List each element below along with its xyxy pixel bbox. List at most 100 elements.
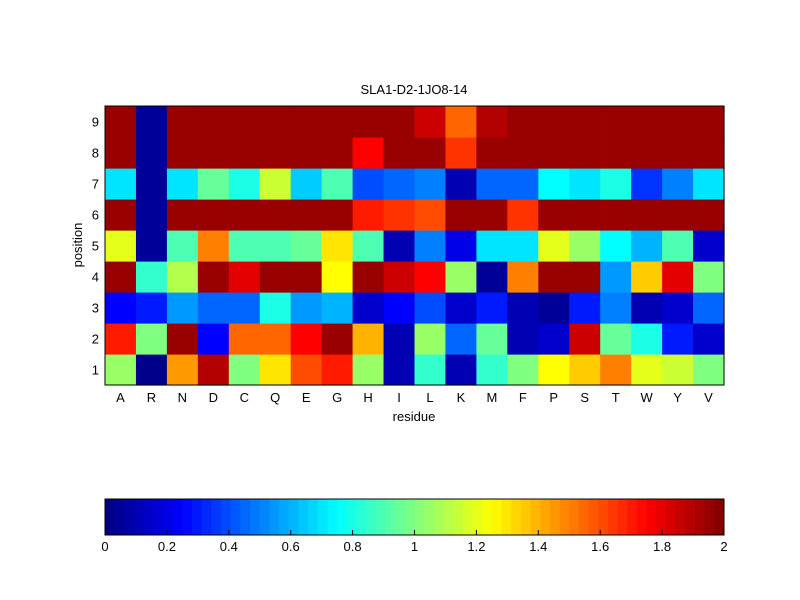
heatmap-cell (105, 261, 137, 293)
heatmap-cell (135, 292, 168, 324)
heatmap-cell (228, 323, 261, 355)
heatmap-cell (631, 137, 663, 169)
colorbar-segment (385, 499, 396, 535)
heatmap-cell (259, 354, 292, 386)
heatmap-cell (414, 137, 447, 169)
colorbar-segment (665, 499, 677, 535)
colorbar-segment (250, 499, 261, 535)
heatmap-cell (352, 168, 385, 200)
heatmap-cell (259, 261, 292, 293)
heatmap-cell (135, 168, 168, 200)
heatmap-cell (383, 168, 416, 200)
heatmap-cell (228, 230, 261, 262)
heatmap-cell (290, 323, 323, 355)
heatmap-cell (507, 354, 539, 386)
heatmap-cell (259, 199, 292, 231)
colorbar-segment (607, 499, 619, 535)
colorbar-segment (153, 499, 164, 535)
heatmap-cell (228, 354, 261, 386)
heatmap-cell (290, 137, 323, 169)
heatmap-cell (166, 261, 199, 293)
heatmap-cell (383, 292, 416, 324)
x-tick-label: F (519, 390, 527, 405)
heatmap-cell (600, 168, 632, 200)
heatmap-cell (228, 137, 261, 169)
x-tick-label: Q (270, 390, 280, 405)
heatmap-cell (476, 354, 508, 386)
heatmap-cell (105, 168, 137, 200)
colorbar-segment (714, 499, 725, 535)
colorbar-segment (240, 499, 251, 535)
colorbar-segment (685, 499, 696, 535)
heatmap-cell (476, 168, 508, 200)
heatmap-cell (321, 168, 354, 200)
heatmap-cell (383, 106, 416, 138)
x-tick-label: L (426, 390, 433, 405)
heatmap-cell (600, 199, 632, 231)
colorbar-segment (656, 499, 667, 535)
heatmap-cell (105, 354, 137, 386)
colorbar-segment (588, 499, 599, 535)
colorbar-segment (549, 499, 561, 535)
heatmap-cell (383, 323, 416, 355)
heatmap-cell (290, 199, 323, 231)
heatmap-cell (321, 354, 354, 386)
chart-title: SLA1-D2-1JO8-14 (361, 82, 468, 97)
heatmap-cell (290, 168, 323, 200)
colorbar-segment (559, 499, 570, 535)
x-tick-label: G (332, 390, 342, 405)
colorbar-segment (453, 499, 464, 535)
heatmap-cell (569, 261, 601, 293)
colorbar-segment (201, 499, 212, 535)
heatmap-cell (228, 261, 261, 293)
heatmap-cell (352, 323, 385, 355)
heatmap-cell (228, 168, 261, 200)
heatmap-cell (197, 106, 230, 138)
colorbar-segment (501, 499, 512, 535)
heatmap-cell (445, 168, 477, 200)
heatmap-cell (228, 106, 261, 138)
colorbar-segment (636, 499, 648, 535)
colorbar-segment (530, 499, 541, 535)
colorbar-segment (114, 499, 125, 535)
heatmap-cell (445, 354, 477, 386)
heatmap-cell (600, 323, 632, 355)
colorbar-tick-label: 0 (101, 539, 108, 554)
x-tick-label: E (302, 390, 311, 405)
heatmap-cell (569, 199, 601, 231)
colorbar-segment (192, 499, 203, 535)
x-tick-label: D (209, 390, 218, 405)
heatmap-cell (538, 292, 570, 324)
colorbar-segment (259, 499, 270, 535)
heatmap-cell (414, 354, 447, 386)
colorbar-tick-label: 2 (720, 539, 727, 554)
heatmap-cell (135, 354, 168, 386)
heatmap-cell (321, 230, 354, 262)
heatmap-cell (414, 323, 447, 355)
heatmap-cell (445, 199, 477, 231)
heatmap-cell (693, 292, 725, 324)
x-tick-label: P (549, 390, 558, 405)
heatmap-cell (507, 199, 539, 231)
heatmap-cell (352, 199, 385, 231)
heatmap-cell (569, 292, 601, 324)
heatmap-cell (352, 261, 385, 293)
heatmap-cell (445, 323, 477, 355)
heatmap-cell (569, 230, 601, 262)
heatmap-cell (538, 230, 570, 262)
plot-frame (104, 105, 725, 386)
colorbar-segment (298, 499, 309, 535)
heatmap-cell (445, 292, 477, 324)
colorbar-segment (569, 499, 580, 535)
heatmap-cell (662, 106, 694, 138)
colorbar-segment (694, 499, 706, 535)
heatmap-cell (538, 199, 570, 231)
heatmap-cell (414, 106, 447, 138)
heatmap-cell (476, 261, 508, 293)
heatmap-cell (662, 354, 694, 386)
heatmap-cell (476, 292, 508, 324)
heatmap-cell (290, 292, 323, 324)
heatmap-cell (197, 292, 230, 324)
colorbar-segment (424, 499, 435, 535)
heatmap-cell (662, 168, 694, 200)
